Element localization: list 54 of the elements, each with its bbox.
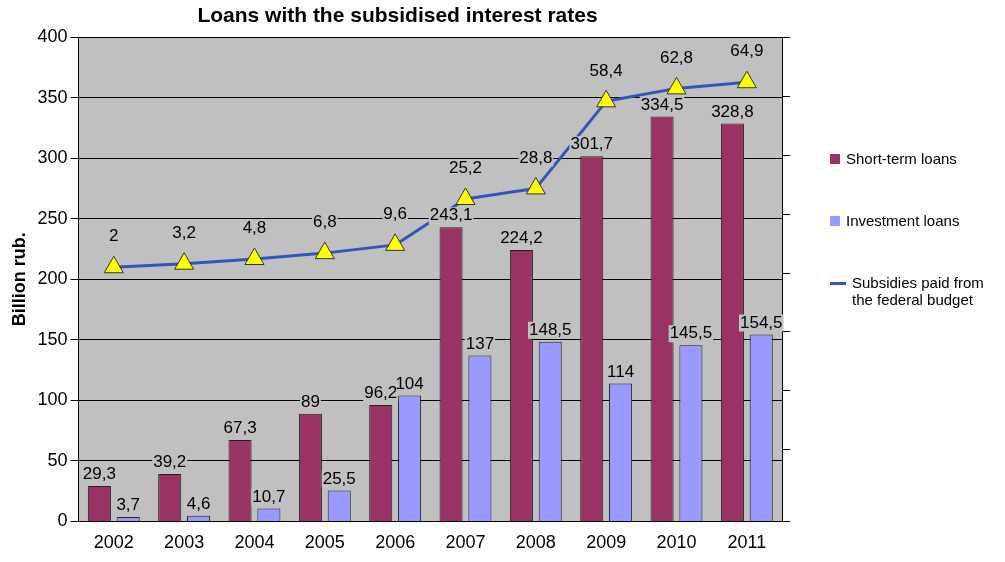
- data-label: 67,3: [223, 418, 257, 438]
- x-tick-label: 2006: [375, 532, 416, 553]
- data-label: 39,2: [153, 452, 187, 472]
- data-label: 104: [395, 373, 424, 393]
- data-label: 154,5: [739, 312, 783, 332]
- x-tick-label: 2003: [164, 532, 205, 553]
- x-tick-label: 2008: [515, 532, 556, 553]
- x-tick-label: 2010: [656, 532, 697, 553]
- y-tick-label: 200: [37, 268, 68, 289]
- data-label: 334,5: [640, 94, 684, 114]
- data-label: 224,2: [500, 228, 543, 248]
- legend-label: Short-term loans: [846, 150, 957, 167]
- data-label: 137: [465, 333, 495, 353]
- data-label: 96,2: [364, 383, 398, 403]
- x-tick-label: 2009: [586, 532, 627, 553]
- x-tick-label: 2007: [445, 532, 486, 553]
- y-tick-label: 400: [37, 26, 68, 47]
- y-tick-label: 50: [47, 449, 68, 470]
- data-label: 58,4: [589, 60, 623, 80]
- data-label: 64,9: [730, 41, 764, 61]
- y-tick-label: 100: [37, 389, 68, 410]
- x-tick-label: 2002: [93, 532, 134, 553]
- data-label: 3,2: [172, 222, 196, 242]
- data-label: 29,3: [82, 464, 116, 484]
- data-label: 6,8: [312, 212, 337, 232]
- y-tick-label: 350: [37, 86, 68, 107]
- data-label: 301,7: [570, 134, 614, 154]
- y-tick-label: 0: [57, 510, 68, 531]
- data-label: 89: [300, 391, 320, 411]
- legend-label: Subsidies paid from the federal budget: [852, 274, 985, 308]
- data-label: 2: [109, 226, 119, 246]
- legend-label: Investment loans: [846, 212, 960, 229]
- data-label: 148,5: [528, 319, 572, 339]
- data-label: 25,5: [322, 468, 356, 488]
- y-tick-label: 250: [37, 207, 68, 228]
- data-label: 62,8: [659, 47, 694, 67]
- data-label: 328,8: [711, 101, 754, 121]
- y-axis-title: Billion rub.: [8, 232, 29, 327]
- data-label: 28,8: [519, 147, 553, 167]
- data-label: 3,7: [116, 495, 141, 515]
- data-label: 243,1: [429, 205, 473, 225]
- x-tick-label: 2011: [727, 532, 767, 553]
- x-tick-label: 2004: [234, 532, 275, 553]
- data-label: 114: [607, 361, 635, 381]
- data-label: 4,6: [186, 494, 211, 514]
- data-label: 9,6: [383, 204, 407, 224]
- x-tick-label: 2005: [304, 532, 345, 553]
- data-label: 10,7: [252, 486, 286, 506]
- data-label: 145,5: [669, 323, 713, 343]
- y-tick-label: 150: [37, 328, 68, 349]
- y-tick-label: 300: [37, 147, 68, 168]
- data-label: 4,8: [242, 218, 267, 238]
- data-label: 25,2: [448, 158, 483, 178]
- chart-title: Loans with the subsidised interest rates: [197, 3, 598, 27]
